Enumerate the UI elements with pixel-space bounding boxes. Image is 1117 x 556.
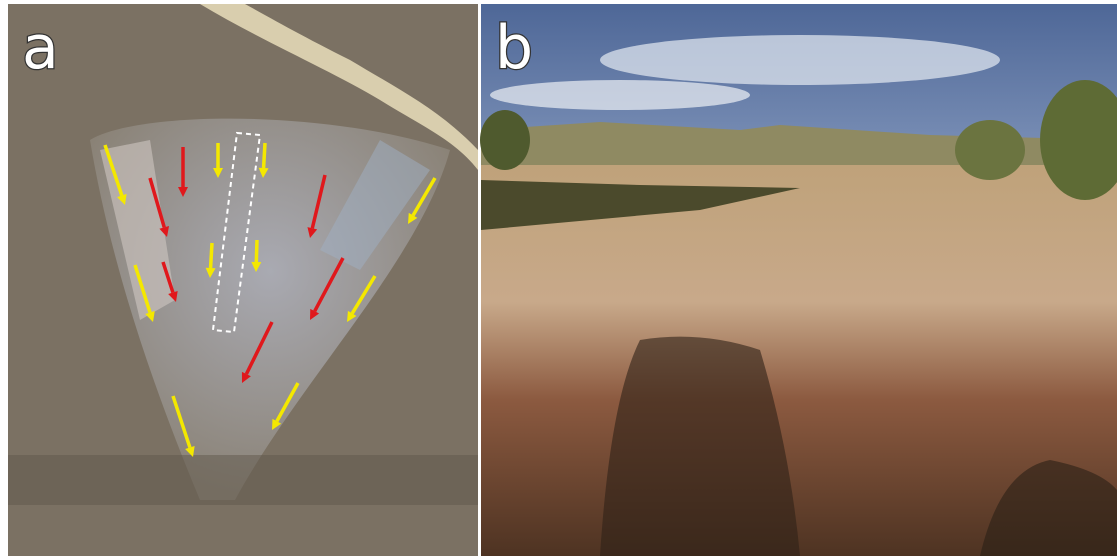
arrow-shaft xyxy=(256,240,257,262)
cloud xyxy=(490,80,750,110)
panel-label: b xyxy=(495,13,533,83)
panel-label: a xyxy=(22,13,59,83)
panel-a: a xyxy=(8,4,478,556)
figure: a b xyxy=(0,0,1117,556)
tree xyxy=(955,120,1025,180)
vegetation-strip xyxy=(8,455,478,505)
cloud xyxy=(600,35,1000,85)
panel-b: b xyxy=(480,4,1117,556)
tree xyxy=(480,110,530,170)
arrow-shaft xyxy=(264,143,265,168)
arrow-shaft xyxy=(211,243,212,268)
